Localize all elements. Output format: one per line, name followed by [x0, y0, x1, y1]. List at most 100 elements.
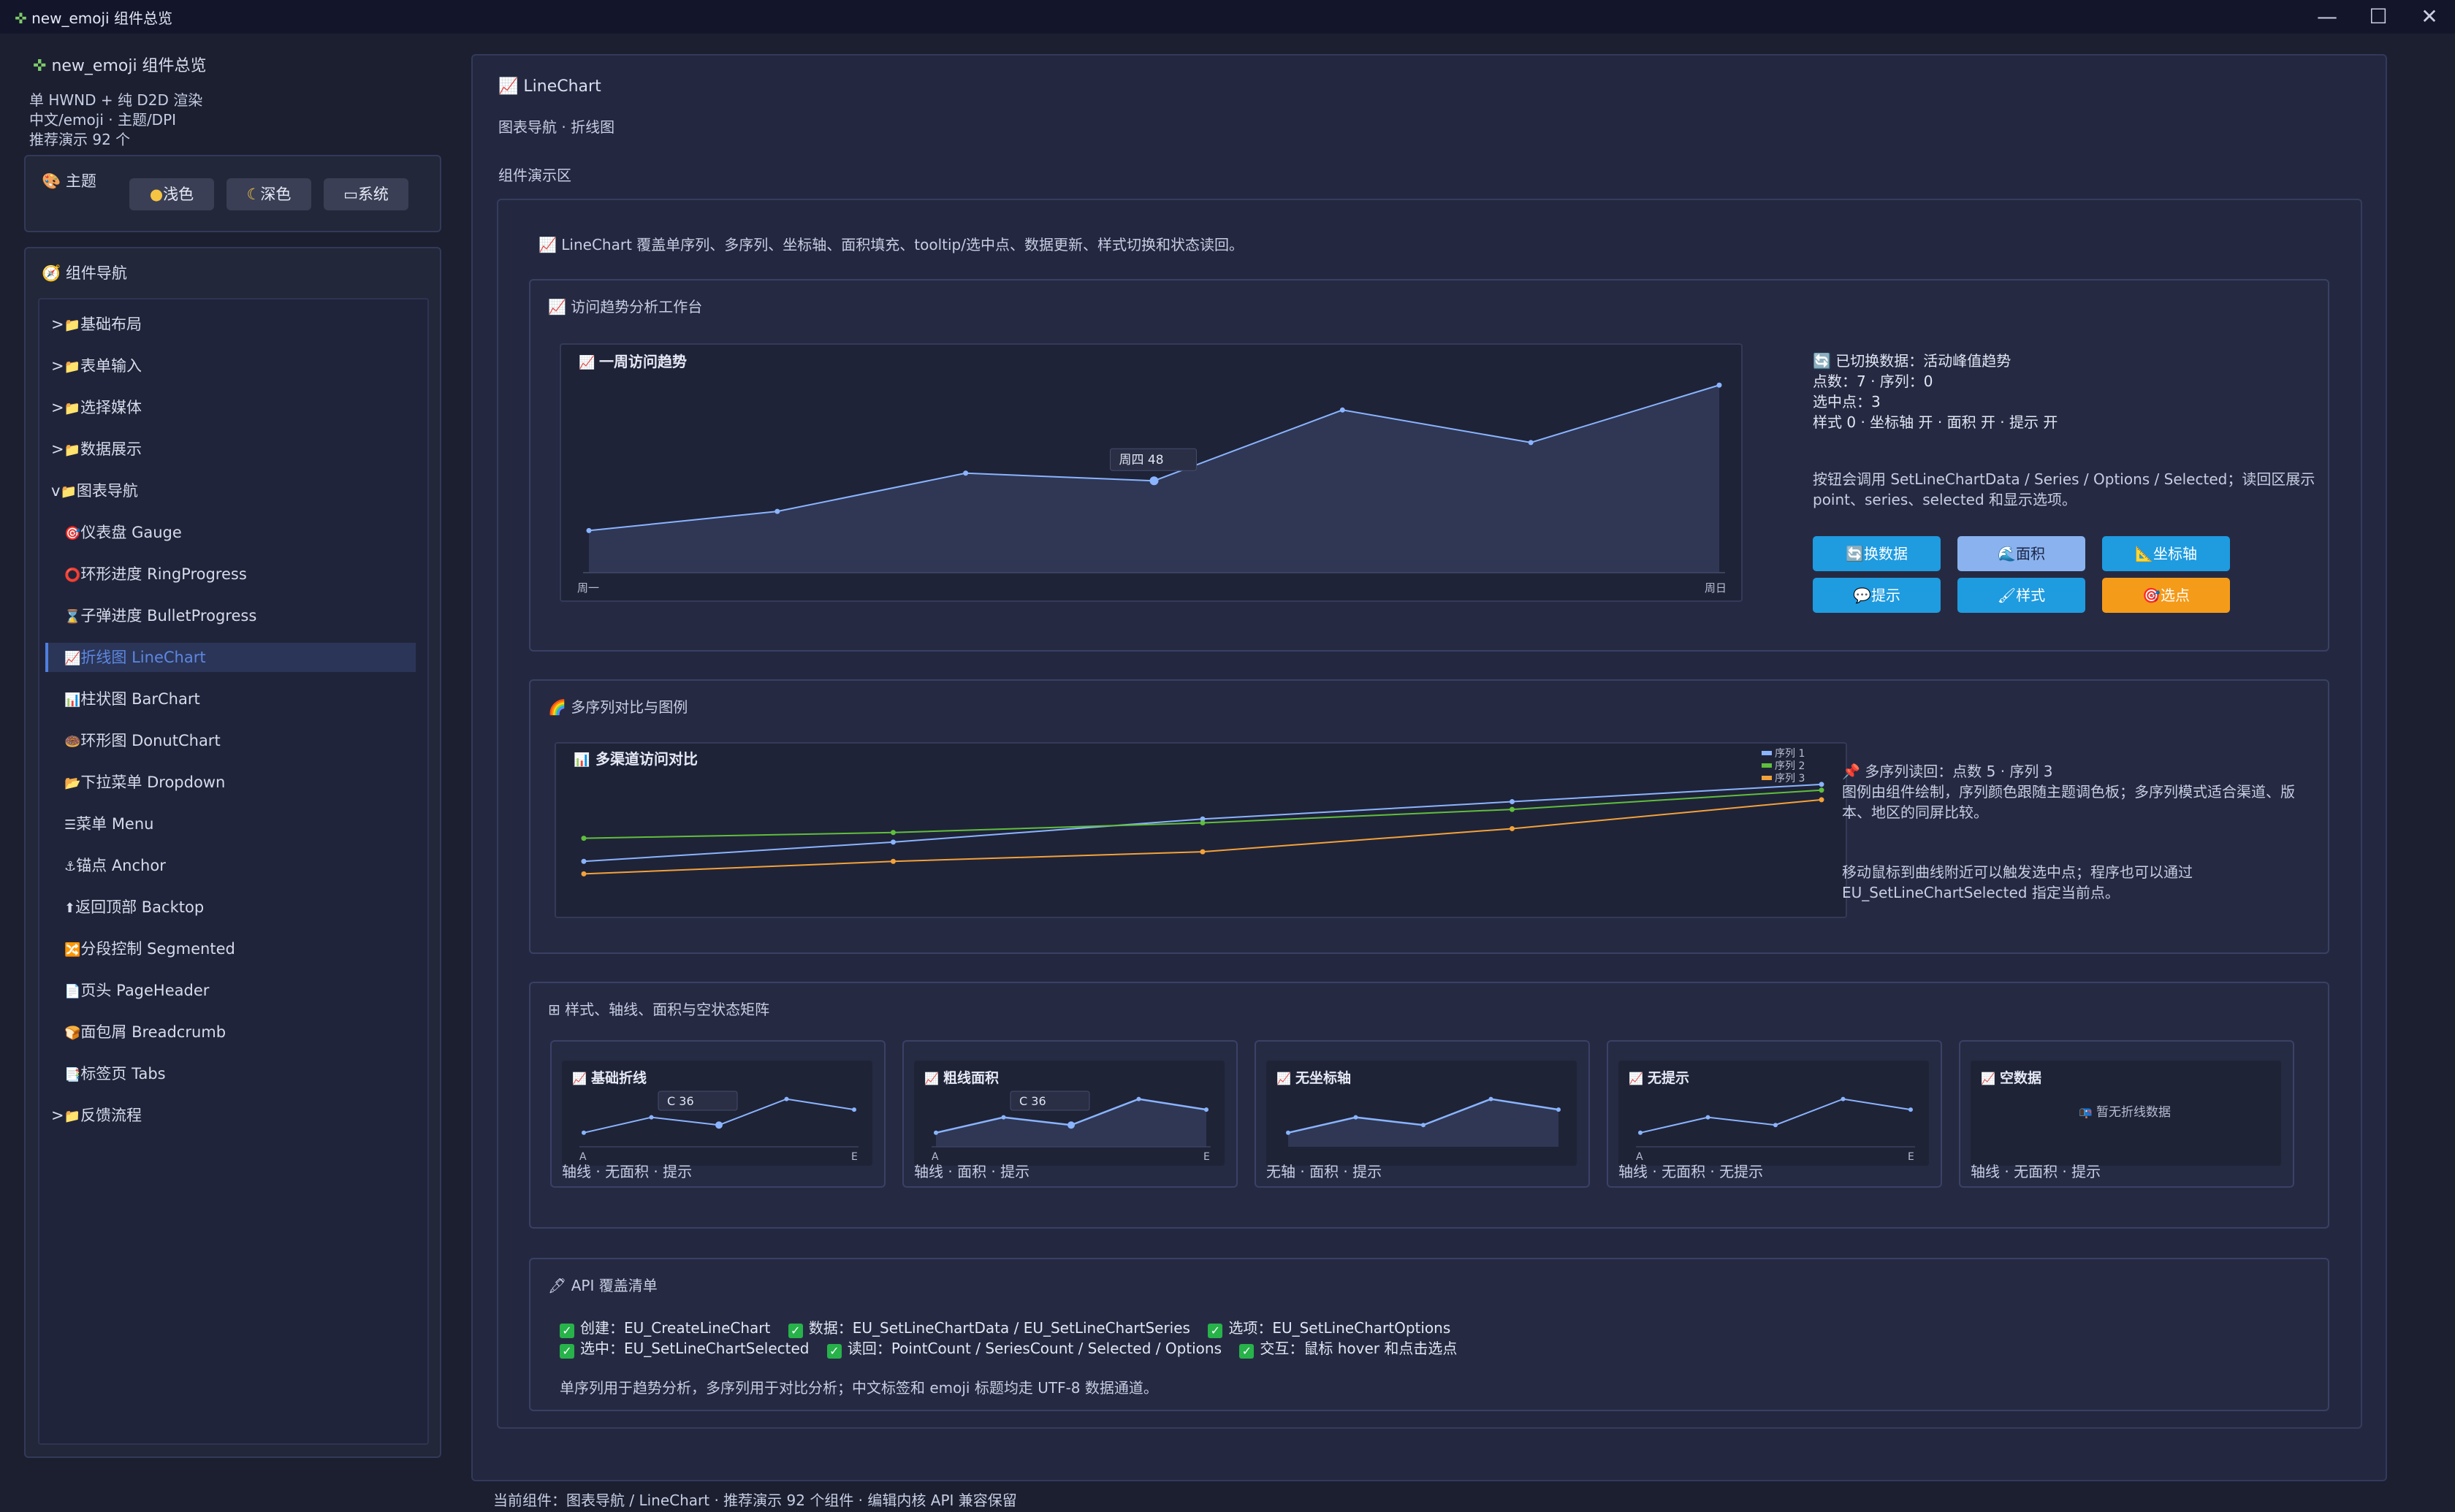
data-point[interactable]: [1200, 849, 1206, 855]
expand-toggle-icon[interactable]: >: [51, 399, 64, 416]
api-item: 读回：PointCount / SeriesCount / Selected /…: [847, 1340, 1222, 1357]
mini-point[interactable]: [1136, 1096, 1141, 1101]
theme-light-button[interactable]: ●浅色: [129, 178, 214, 210]
sidebar-item[interactable]: ☰菜单 Menu: [64, 809, 153, 839]
mini-point[interactable]: [1421, 1123, 1426, 1128]
mini-point[interactable]: [1204, 1107, 1209, 1112]
mini-point[interactable]: [1841, 1096, 1846, 1101]
sidebar-app-title: ✜ new_emoji 组件总览: [33, 53, 207, 76]
theme-system-button[interactable]: ▭系统: [324, 178, 408, 210]
sidebar-item[interactable]: 🍩环形图 DonutChart: [64, 726, 221, 755]
data-point[interactable]: [1510, 799, 1515, 805]
mini-point[interactable]: [715, 1121, 723, 1129]
close-button[interactable]: ✕: [2421, 4, 2438, 28]
mini-point[interactable]: [582, 1130, 586, 1135]
data-point[interactable]: [1339, 407, 1345, 413]
sidebar-item[interactable]: >📁数据展示: [51, 435, 142, 464]
mini-tooltip-box: [1010, 1091, 1090, 1111]
data-point[interactable]: [891, 830, 896, 836]
sidebar-item[interactable]: >📁表单输入: [51, 351, 142, 381]
maximize-button[interactable]: ☐: [2369, 4, 2388, 28]
weekly-chart-svg[interactable]: 一周访问趋势📈 周四 48 周一 周日: [561, 345, 1741, 600]
data-point[interactable]: [581, 836, 587, 841]
mini-chart-svg[interactable]: 📈 无提示 A E: [1618, 1061, 1929, 1166]
multi-channel-chart-svg[interactable]: 📊 多渠道访问对比 序列 1序列 2序列 3: [556, 744, 1846, 917]
data-point[interactable]: [1200, 820, 1206, 826]
mini-point[interactable]: [934, 1130, 938, 1135]
status-line: 选中点：3: [1813, 393, 1881, 411]
expand-toggle-icon[interactable]: >: [51, 440, 64, 458]
mini-chart-svg[interactable]: 📈 无坐标轴: [1266, 1061, 1577, 1166]
data-point[interactable]: [891, 839, 896, 845]
mini-chart-svg[interactable]: 📈 基础折线 C 36 A E: [562, 1061, 872, 1166]
multi-channel-chart[interactable]: 📊 多渠道访问对比 序列 1 序列 2 序列 3: [555, 742, 1847, 918]
sidebar-item[interactable]: >📁基础布局: [51, 310, 142, 339]
sidebar-item[interactable]: 🔀分段控制 Segmented: [64, 934, 235, 963]
mini-point[interactable]: [852, 1107, 856, 1112]
sidebar-item[interactable]: ⬆返回顶部 Backtop: [64, 893, 204, 922]
action-button[interactable]: 🎯选点: [2102, 578, 2230, 613]
mini-chart[interactable]: 📈 粗线面积 C 36 A E: [914, 1061, 1225, 1166]
mini-point[interactable]: [1001, 1115, 1006, 1120]
sidebar-item[interactable]: 📄页头 PageHeader: [64, 976, 209, 1005]
action-button[interactable]: 📐坐标轴: [2102, 536, 2230, 571]
sidebar-item[interactable]: 🍞面包屑 Breadcrumb: [64, 1017, 226, 1047]
sidebar-item[interactable]: 📈折线图 LineChart: [45, 643, 416, 672]
mini-chart[interactable]: 📈 空数据 📭 暂无折线数据: [1971, 1061, 2281, 1166]
action-button[interactable]: 🔄换数据: [1813, 536, 1941, 571]
data-point[interactable]: [581, 871, 587, 877]
sidebar-item[interactable]: ⚓锚点 Anchor: [64, 851, 166, 880]
data-point[interactable]: [1200, 816, 1206, 822]
mini-point[interactable]: [1908, 1107, 1913, 1112]
mini-chart[interactable]: 📈 基础折线 C 36 A E: [562, 1061, 872, 1166]
sidebar-item[interactable]: ⭕环形进度 RingProgress: [64, 560, 247, 589]
expand-toggle-icon[interactable]: >: [51, 316, 64, 333]
data-point[interactable]: [586, 527, 592, 533]
action-button[interactable]: 💬提示: [1813, 578, 1941, 613]
mini-point[interactable]: [1638, 1130, 1643, 1135]
intro-text-value: LineChart 覆盖单序列、多序列、坐标轴、面积填充、tooltip/选中点…: [561, 236, 1244, 253]
data-point[interactable]: [891, 858, 896, 864]
mini-point[interactable]: [1773, 1123, 1778, 1128]
sidebar-item[interactable]: 📊柱状图 BarChart: [64, 684, 200, 714]
mini-point[interactable]: [1556, 1107, 1561, 1112]
mini-point[interactable]: [1705, 1115, 1710, 1120]
data-point[interactable]: [1819, 797, 1824, 803]
mini-chart[interactable]: 📈 无提示 A E: [1618, 1061, 1929, 1166]
sidebar-item[interactable]: 📑标签页 Tabs: [64, 1059, 166, 1088]
action-button[interactable]: 🖌样式: [1957, 578, 2085, 613]
data-point[interactable]: [963, 470, 969, 476]
theme-dark-button[interactable]: ☾深色: [227, 178, 311, 210]
mini-chart-svg[interactable]: 📈 粗线面积 C 36 A E: [914, 1061, 1225, 1166]
sidebar-item[interactable]: v📁图表导航: [51, 476, 138, 505]
expand-toggle-icon[interactable]: v: [51, 482, 61, 500]
sidebar-item[interactable]: >📁反馈流程: [51, 1101, 142, 1130]
expand-toggle-icon[interactable]: >: [51, 357, 64, 375]
mini-point[interactable]: [1353, 1115, 1358, 1120]
data-point[interactable]: [1510, 825, 1515, 831]
sidebar-item[interactable]: 📂下拉菜单 Dropdown: [64, 768, 225, 797]
data-point[interactable]: [1528, 440, 1534, 446]
minimize-button[interactable]: —: [2317, 4, 2337, 28]
action-button[interactable]: 🌊面积: [1957, 536, 2085, 571]
mini-point[interactable]: [1488, 1096, 1493, 1101]
data-point[interactable]: [1510, 806, 1515, 812]
selected-point[interactable]: [1149, 476, 1159, 486]
mini-point[interactable]: [1067, 1121, 1075, 1129]
data-point[interactable]: [774, 508, 780, 514]
mini-chart-svg[interactable]: 📈 空数据 📭 暂无折线数据: [1971, 1061, 2281, 1166]
expand-toggle-icon[interactable]: >: [51, 1107, 64, 1124]
data-point[interactable]: [1819, 782, 1824, 787]
mini-point[interactable]: [784, 1096, 789, 1101]
data-point[interactable]: [1819, 787, 1824, 793]
mini-chart[interactable]: 📈 无坐标轴: [1266, 1061, 1577, 1166]
sidebar-item[interactable]: 🎯仪表盘 Gauge: [64, 518, 182, 547]
sidebar-item[interactable]: ⌛子弹进度 BulletProgress: [64, 601, 256, 630]
mini-point[interactable]: [649, 1115, 654, 1120]
mini-point[interactable]: [1286, 1130, 1290, 1135]
data-point[interactable]: [1716, 382, 1722, 388]
window-title-text: new_emoji 组件总览: [31, 9, 172, 27]
weekly-chart[interactable]: 一周访问趋势 📈 周四 48 周一 周日: [560, 343, 1743, 602]
data-point[interactable]: [581, 858, 587, 864]
sidebar-item[interactable]: >📁选择媒体: [51, 393, 142, 422]
